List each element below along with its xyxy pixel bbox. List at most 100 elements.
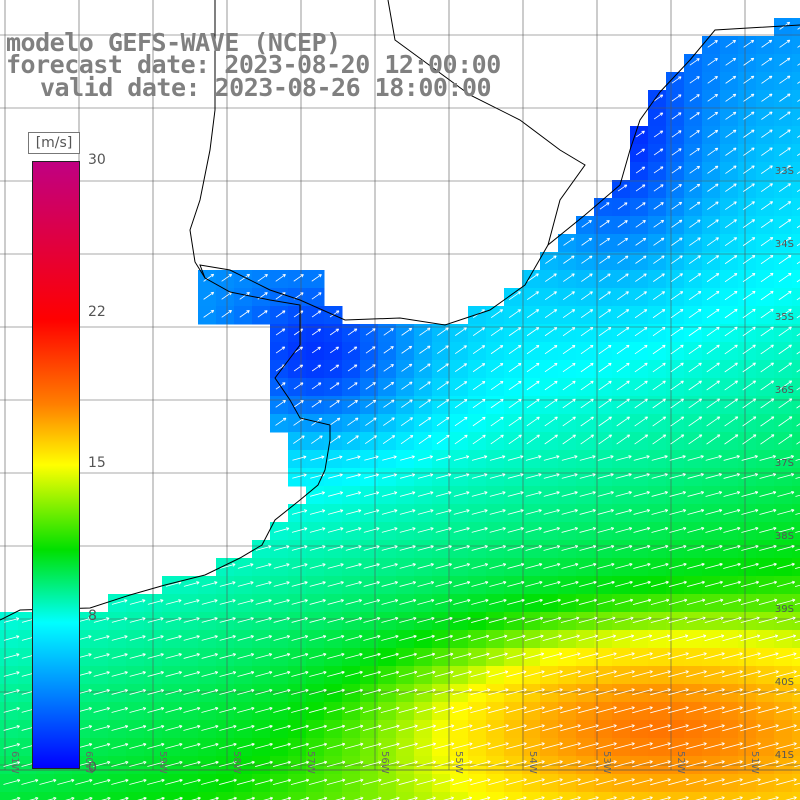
wind-arrow [633,580,651,587]
wind-arrow [794,656,800,660]
wind-arrow [651,508,669,515]
speed-cell [648,792,667,800]
wind-arrow [741,544,759,551]
wind-arrow [634,398,648,409]
wind-arrow [93,653,110,659]
wind-arrow [273,742,291,749]
wind-arrow [650,724,671,732]
wind-arrow [398,742,418,750]
wind-arrow [650,760,671,768]
speed-cell [18,792,37,800]
wind-arrow [417,580,435,587]
wind-arrow [689,76,700,84]
wind-arrow [758,598,778,606]
wind-arrow [293,435,305,444]
wind-arrows [3,21,800,800]
wind-arrow [435,473,452,479]
wind-arrow [203,309,215,318]
wind-arrow [560,742,581,750]
wind-arrow [543,473,560,479]
wind-arrow [329,328,340,336]
wind-arrow [363,598,381,605]
wind-arrow [563,255,575,264]
wind-arrow [632,724,653,732]
wind-arrow [292,455,307,461]
wind-arrow [653,112,664,120]
wind-arrow [778,219,792,229]
wind-arrow [381,509,398,515]
wind-arrow [308,778,328,785]
wind-arrow [471,562,489,569]
wind-arrow [165,706,183,713]
wind-arrow [668,652,689,660]
wind-arrow [599,273,611,282]
wind-arrow [707,58,718,66]
wind-arrow [364,435,377,444]
wind-arrow [795,458,800,461]
wind-arrow [219,563,236,569]
wind-arrow [758,616,778,624]
wind-arrow [93,671,110,677]
wind-arrow [507,473,524,479]
wind-arrow [183,635,200,641]
wind-arrow [255,688,273,695]
wind-arrow [723,526,741,533]
wind-arrow [779,129,791,138]
wind-arrow [201,670,219,677]
wind-arrow [399,616,417,623]
wind-arrow [689,148,700,156]
wind-arrow [578,670,599,678]
wind-arrow [291,688,309,695]
speed-cell [792,18,800,37]
wind-arrow [335,796,346,800]
wind-arrow [401,327,413,336]
speed-cell [792,432,800,451]
wind-arrow [506,778,527,786]
wind-arrow [293,346,303,354]
wind-arrow [544,291,557,300]
wind-arrow [616,309,630,319]
wind-arrow [797,63,800,66]
wind-arrow [380,778,400,786]
wind-arrow [651,580,669,587]
wind-arrow [599,291,611,300]
wind-arrow [704,634,725,642]
wind-arrow [562,291,575,300]
wind-arrow [3,743,21,749]
wind-arrow [615,544,633,551]
wind-arrow [524,742,545,750]
wind-arrow [310,455,325,461]
wind-arrow [704,670,725,678]
wind-arrow [795,548,800,551]
wind-arrow [165,724,183,731]
wind-arrow [741,562,759,569]
wind-arrow [777,544,795,551]
wind-arrow [686,760,707,768]
wind-arrow [686,688,707,696]
wind-arrow [401,399,413,408]
wind-arrow [779,75,791,84]
wind-arrow [742,344,756,355]
wind-arrow [776,634,797,642]
wind-arrow [689,112,700,120]
speed-cell [288,792,307,800]
longitude-label: 52W [675,751,686,774]
wind-arrow [599,202,610,210]
wind-arrow [291,706,309,713]
wind-arrow [443,796,455,800]
wind-arrow [471,598,489,605]
wind-arrow [741,526,759,533]
wind-arrow [705,490,723,497]
wind-arrow [525,455,542,461]
speed-cell [414,792,433,800]
wind-arrow [653,148,664,156]
wind-arrow [525,562,543,569]
wind-arrow [362,688,382,695]
wind-arrow [93,617,110,623]
speed-cell [792,594,800,613]
wind-arrow [668,706,689,714]
wind-arrow [580,309,594,319]
wind-arrow [779,39,791,48]
wind-arrow [795,476,800,479]
wind-arrow [165,671,183,677]
